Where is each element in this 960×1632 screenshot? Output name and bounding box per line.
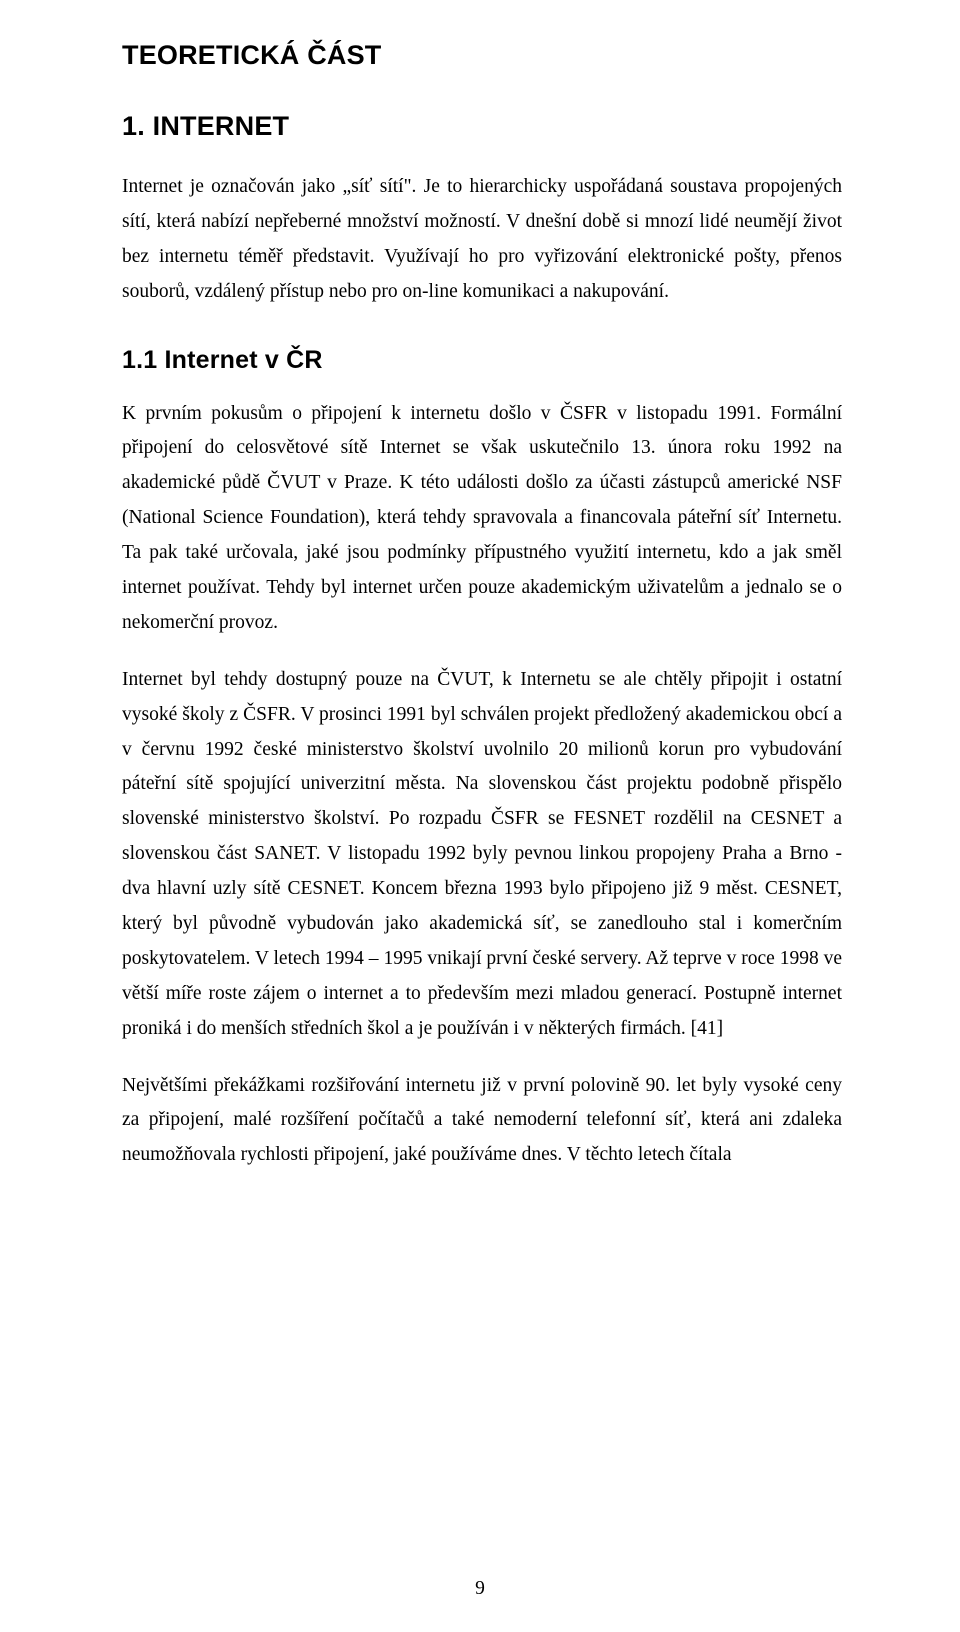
page-number-container: 9 xyxy=(0,1578,960,1600)
subsection-title-internet-v-cr: 1.1 Internet v ČR xyxy=(122,346,842,375)
paragraph-history-2: Internet byl tehdy dostupný pouze na ČVU… xyxy=(122,663,842,1047)
paragraph-history-1: K prvním pokusům o připojení k internetu… xyxy=(122,397,842,641)
paragraph-history-3: Největšími překážkami rozšiřování intern… xyxy=(122,1069,842,1174)
page-number: 9 xyxy=(475,1578,485,1599)
paragraph-intro: Internet je označován jako „síť sítí". J… xyxy=(122,170,842,310)
section-title-teoreticka-cast: TEORETICKÁ ČÁST xyxy=(122,40,842,71)
chapter-title-internet: 1. INTERNET xyxy=(122,111,842,142)
